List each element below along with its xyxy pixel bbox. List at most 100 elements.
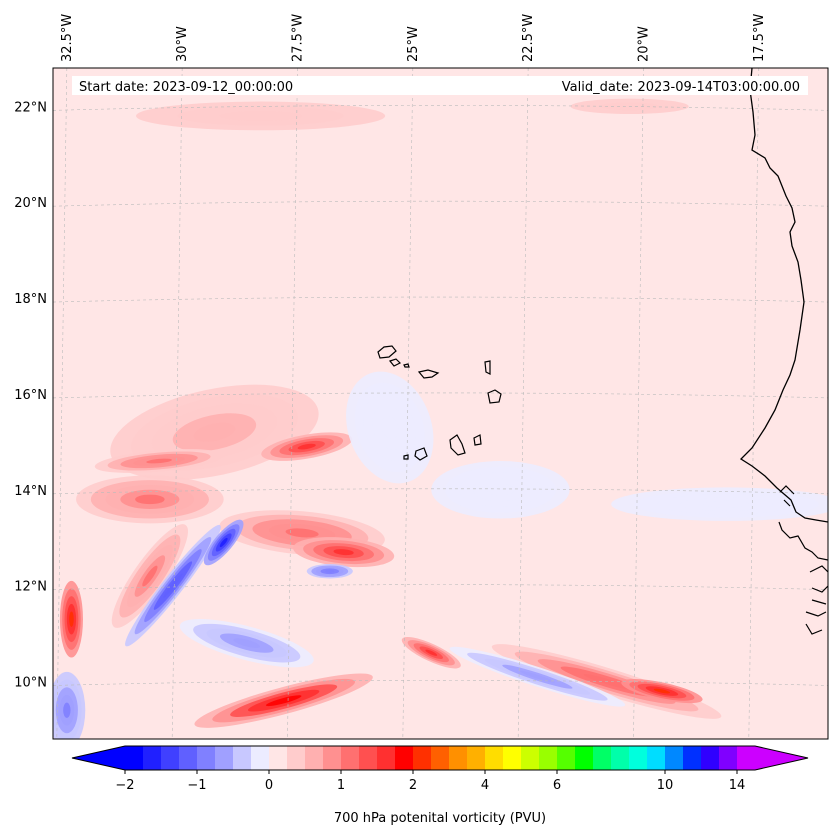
pv-trough-feature [431,461,570,519]
colorbar-tick-label: 14 [729,778,746,793]
pv-contour-band [653,688,671,694]
colorbar-swatch [485,746,504,770]
longitude-tick-label: 17.5°W [752,14,767,62]
start-date-label: Start date: 2023-09-12_00:00:00 [79,80,293,95]
latitude-tick-label: 16°N [14,388,47,403]
pv-trough-feature [125,524,221,647]
colorbar-swatch [197,746,216,770]
colorbar-swatch [161,746,180,770]
colorbar-swatch [413,746,432,770]
cape-verde-santo-antao [377,345,397,359]
pv-trough-feature [449,646,626,707]
latitude-tick-label: 18°N [14,292,47,307]
pv-ridge-feature [76,475,224,524]
pv-contour-band [425,649,438,656]
cape-verde-santa-luzia [403,363,410,368]
colorbar-swatch [431,746,450,770]
graticule [53,68,828,739]
pv-contour-band [219,537,228,548]
pv-contour-band [193,422,236,442]
parallel-gridline [53,488,828,495]
pv-contour-band [325,569,335,573]
cape-verde-brava [403,454,409,460]
colorbar-swatch [593,746,612,770]
coastlines [377,68,828,635]
meridian-gridline [402,68,414,739]
meridian-gridline [56,68,68,739]
pv-contour-band [265,695,302,707]
colorbar-tick-label: −2 [115,778,134,793]
pv-contour-band [486,484,515,496]
colorbar-swatch [539,746,558,770]
colorbar-swatch [467,746,486,770]
colorbar-swatch [287,746,306,770]
colorbar-tick-label: 10 [657,778,674,793]
colorbar-tick-label: −1 [187,778,206,793]
colorbar-swatch [305,746,324,770]
colorbar-swatch [683,746,702,770]
pv-contour-band [333,549,354,556]
pv-ridge-feature [53,91,469,140]
parallel-gridline [53,584,828,590]
meridian-gridline [748,68,760,739]
pv-ridge-feature [621,678,703,704]
cape-verde-maio [473,434,482,446]
pv-contour-band [219,111,303,121]
pv-contour-band [285,528,319,538]
pv-contour-band [142,565,158,587]
colorbar-swatch [395,746,414,770]
pv-contour-band [519,670,555,683]
parallel-gridline [53,105,828,111]
latitude-tick-labels: 22°N 20°N 18°N 16°N 14°N 12°N 10°N [14,100,47,690]
pv-trough-feature [53,671,86,739]
colorbar-tick-label: 4 [481,778,489,793]
latitude-tick-label: 22°N [14,100,47,115]
pv-trough-feature [346,371,434,484]
colorbar-swatch [233,746,252,770]
cape-verde-sao-vicente [388,358,402,367]
colorbar-swatch [737,746,756,770]
longitude-tick-label: 20°W [636,26,651,62]
pv-ridge-feature [293,537,395,568]
colorbar-swatch [179,746,198,770]
parallel-gridline [53,296,828,303]
pv-trough-feature [203,519,244,566]
pv-contour-band [146,458,172,464]
pv-trough-feature [306,564,353,579]
latitude-tick-label: 10°N [14,675,47,690]
map-area [53,68,828,739]
valid-date-label: Valid_date: 2023-09-14T03:00:00.00 [562,80,800,95]
colorbar-swatch [701,746,720,770]
colorbar-swatch [143,746,162,770]
africa-coastline-south [778,485,828,635]
meridian-gridline [633,68,644,739]
longitude-tick-label: 27.5°W [290,14,305,62]
colorbar-under-extension [72,746,125,770]
cape-verde-santiago [449,434,466,456]
latitude-tick-label: 14°N [14,484,47,499]
cape-verde-boa-vista [487,389,502,404]
pv-ridge-feature [59,580,83,658]
colorbar-swatch [323,746,342,770]
parallel-gridline [53,392,828,399]
colorbar-swatch [341,746,360,770]
pv-ridge-feature [261,432,353,461]
colorbar-swatch [629,746,648,770]
pv-contour-band [163,573,183,598]
colorbar-swatch [359,746,378,770]
colorbar-label: 700 hPa potenital vorticity (PVU) [334,811,546,826]
pv-contour-band [297,443,316,450]
parallel-gridline [53,680,828,686]
longitude-tick-labels: 32.5°W 30°W 27.5°W 25°W 22.5°W 20°W 17.5°W [60,14,767,62]
longitude-tick-label: 30°W [175,26,190,62]
pv-trough-feature [179,618,314,668]
map-frame [52,67,829,740]
colorbar-swatch [269,746,288,770]
colorbar-tick-label: 0 [265,778,273,793]
pv-ridge-feature [94,449,224,473]
colorbar-swatch [521,746,540,770]
colorbar-swatch [449,746,468,770]
pv-contour-band [381,416,399,439]
cape-verde-sal [484,360,491,375]
pv-contour-band [703,500,750,508]
